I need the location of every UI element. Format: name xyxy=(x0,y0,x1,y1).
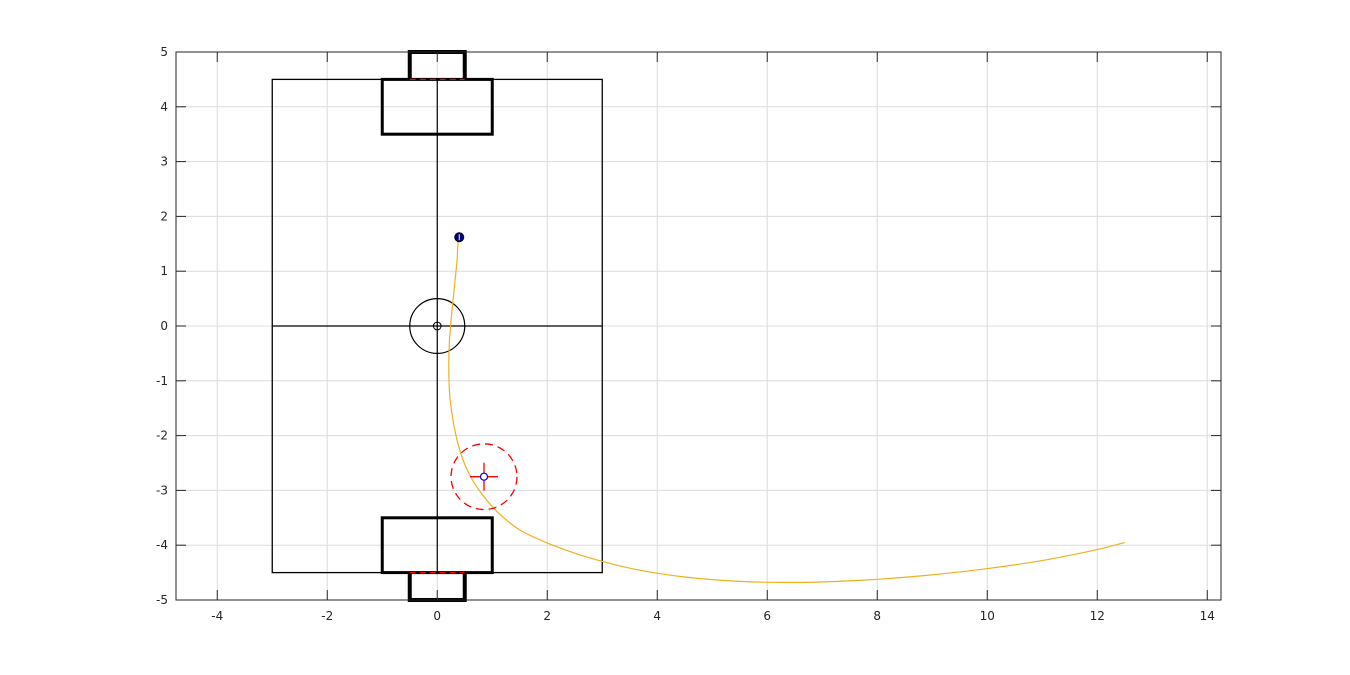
x-tick-label: 8 xyxy=(873,609,881,623)
y-tick-label: 3 xyxy=(160,155,168,169)
y-tick-label: -2 xyxy=(156,429,168,443)
y-tick-label: -1 xyxy=(156,374,168,388)
field-drawing xyxy=(271,50,603,602)
target-radius-circle xyxy=(450,443,518,511)
y-tick-label: -5 xyxy=(156,593,168,607)
y-tick-label: 0 xyxy=(160,319,168,333)
y-tick-labels: -5 -4 -3 -2 -1 0 1 2 3 4 5 xyxy=(156,45,168,607)
trajectory-line xyxy=(448,238,1125,584)
x-tick-label: 0 xyxy=(433,609,441,623)
x-tick-label: 14 xyxy=(1200,609,1215,623)
center-circle xyxy=(409,298,466,355)
x-tick-label: 6 xyxy=(763,609,771,623)
x-tick-labels: -4 -2 0 2 4 6 8 10 12 14 xyxy=(211,609,1215,623)
y-tick-label: -4 xyxy=(156,538,168,552)
y-tick-label: 5 xyxy=(160,45,168,59)
target-point xyxy=(479,472,489,481)
axes xyxy=(175,51,1222,601)
y-tick-label: -3 xyxy=(156,483,168,497)
goal-area xyxy=(380,516,494,575)
x-tick-label: 12 xyxy=(1090,609,1105,623)
center-spot xyxy=(432,321,442,331)
y-tick-label: 4 xyxy=(160,100,168,114)
marker-layer xyxy=(450,232,518,511)
x-tick-label: -2 xyxy=(321,609,333,623)
x-tick-label: -4 xyxy=(211,609,223,623)
x-tick-label: 10 xyxy=(980,609,995,623)
trajectory-layer xyxy=(448,238,1125,584)
goal-area xyxy=(380,77,494,136)
y-tick-label: 2 xyxy=(160,209,168,223)
x-tick-label: 2 xyxy=(543,609,551,623)
y-tick-label: 1 xyxy=(160,264,168,278)
x-tick-label: 4 xyxy=(653,609,661,623)
